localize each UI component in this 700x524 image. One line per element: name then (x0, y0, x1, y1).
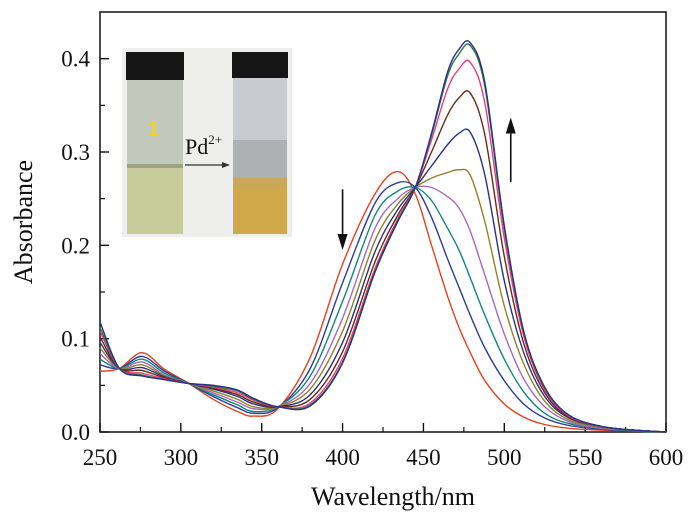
y-tick-label: 0.1 (61, 327, 90, 352)
spectrum-line-s9 (99, 40, 667, 433)
arrow-up-head (505, 117, 516, 134)
y-tick-label: 0.0 (61, 420, 90, 445)
x-tick-label: 600 (649, 445, 684, 470)
trend-arrows (337, 117, 516, 250)
y-tick-label: 0.2 (61, 233, 90, 258)
x-axis-title: Wavelength/nm (311, 482, 475, 511)
vial-label: 1 (148, 119, 159, 141)
reagent-symbol: Pd (185, 134, 208, 159)
vial-before (126, 52, 184, 234)
reagent-label: Pd2+ (185, 132, 222, 159)
y-tick-label: 0.3 (61, 140, 90, 165)
x-tick-label: 350 (244, 445, 279, 470)
x-tick-label: 550 (568, 445, 603, 470)
x-tick-label: 500 (487, 445, 522, 470)
spectra-curves (99, 40, 667, 433)
arrow-down-head (337, 234, 348, 250)
vial-solution-lower-right (233, 188, 287, 234)
vial-after (232, 52, 288, 234)
meniscus-left (127, 164, 183, 168)
x-tick-label: 250 (83, 445, 118, 470)
x-tick-label: 400 (325, 445, 360, 470)
reagent-charge: 2+ (208, 132, 222, 147)
y-tick-label: 0.4 (61, 47, 90, 72)
vial-glass-right (233, 78, 287, 140)
reaction-arrow-head (222, 162, 230, 168)
vial-cap-left (126, 52, 184, 80)
vial-cap-right (232, 52, 288, 78)
vial-glass-left (127, 80, 183, 166)
x-tick-label: 300 (164, 445, 199, 470)
x-tick-label: 450 (406, 445, 441, 470)
vial-glass-mid-right (233, 140, 287, 178)
tick-labels: 250 300 350 400 450 500 550 600 0.0 0.1 0.2 0.3 0.4 (61, 47, 683, 470)
y-axis-title: Absorbance (9, 160, 38, 284)
vial-solution-left (127, 166, 183, 234)
inset-photo: 1 Pd2+ (122, 48, 292, 237)
